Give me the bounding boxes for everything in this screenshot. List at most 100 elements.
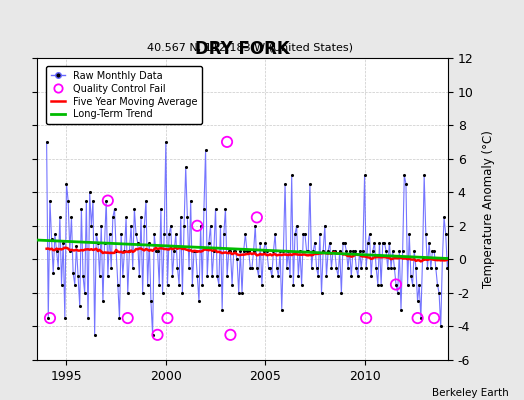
Point — [413, 298, 422, 304]
Point — [171, 231, 180, 237]
Point — [160, 231, 168, 237]
Point — [249, 248, 258, 254]
Point — [122, 214, 130, 220]
Point — [296, 248, 304, 254]
Point — [256, 239, 265, 246]
Point — [152, 248, 160, 254]
Point — [466, 298, 475, 304]
Point — [248, 264, 256, 271]
Point — [322, 273, 331, 279]
Point — [203, 273, 212, 279]
Point — [268, 273, 276, 279]
Point — [324, 248, 332, 254]
Point — [62, 181, 71, 187]
Point — [365, 231, 374, 237]
Point — [372, 264, 380, 271]
Point — [220, 231, 228, 237]
Point — [137, 214, 145, 220]
Point — [254, 273, 263, 279]
Point — [195, 298, 203, 304]
Point — [243, 248, 251, 254]
Y-axis label: Temperature Anomaly (°C): Temperature Anomaly (°C) — [482, 130, 495, 288]
Point — [251, 222, 259, 229]
Point — [453, 306, 462, 313]
Point — [51, 231, 59, 237]
Point — [298, 281, 306, 288]
Point — [292, 222, 301, 229]
Point — [132, 231, 140, 237]
Point — [74, 273, 82, 279]
Point — [128, 264, 137, 271]
Point — [66, 248, 74, 254]
Point — [374, 281, 382, 288]
Point — [193, 222, 201, 229]
Point — [405, 231, 413, 237]
Point — [302, 248, 311, 254]
Point — [328, 264, 336, 271]
Point — [291, 231, 299, 237]
Point — [157, 206, 165, 212]
Point — [201, 147, 210, 154]
Point — [359, 248, 367, 254]
Point — [418, 256, 427, 262]
Point — [301, 231, 309, 237]
Point — [264, 264, 272, 271]
Point — [75, 303, 84, 310]
Point — [284, 248, 292, 254]
Point — [417, 315, 425, 321]
Point — [266, 264, 275, 271]
Point — [430, 248, 438, 254]
Point — [435, 290, 443, 296]
Point — [89, 198, 97, 204]
Point — [274, 273, 282, 279]
Point — [446, 239, 455, 246]
Title: DRY FORK: DRY FORK — [195, 40, 290, 58]
Point — [375, 239, 384, 246]
Point — [191, 248, 200, 254]
Point — [288, 172, 296, 179]
Point — [388, 248, 397, 254]
Point — [221, 206, 230, 212]
Point — [84, 315, 92, 321]
Point — [263, 248, 271, 254]
Point — [476, 214, 485, 220]
Point — [319, 248, 328, 254]
Point — [385, 239, 394, 246]
Point — [135, 273, 144, 279]
Point — [402, 181, 410, 187]
Point — [272, 264, 281, 271]
Point — [215, 281, 223, 288]
Point — [309, 248, 318, 254]
Point — [114, 281, 122, 288]
Point — [312, 264, 321, 271]
Point — [261, 239, 269, 246]
Point — [428, 248, 436, 254]
Point — [362, 264, 370, 271]
Point — [91, 332, 99, 338]
Point — [380, 239, 389, 246]
Point — [180, 222, 188, 229]
Point — [355, 248, 364, 254]
Point — [475, 248, 483, 254]
Point — [315, 231, 324, 237]
Point — [433, 281, 442, 288]
Point — [188, 281, 196, 288]
Point — [49, 270, 58, 276]
Point — [190, 248, 198, 254]
Point — [236, 248, 245, 254]
Point — [94, 239, 102, 246]
Point — [321, 222, 329, 229]
Point — [390, 264, 399, 271]
Point — [344, 264, 352, 271]
Point — [46, 315, 54, 321]
Point — [342, 248, 351, 254]
Point — [460, 231, 468, 237]
Point — [299, 231, 308, 237]
Point — [289, 281, 298, 288]
Point — [392, 281, 400, 288]
Point — [452, 248, 460, 254]
Point — [286, 273, 294, 279]
Point — [196, 222, 205, 229]
Point — [361, 172, 369, 179]
Point — [52, 248, 61, 254]
